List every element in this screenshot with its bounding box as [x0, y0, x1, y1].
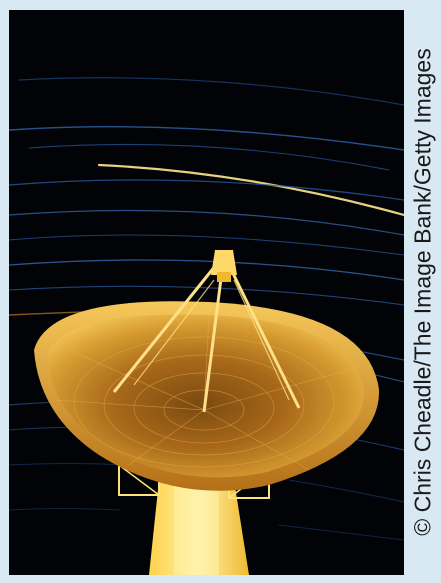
- feed-horn: [211, 250, 237, 282]
- photo-credit: © Chris Cheadle/The Image Bank/Getty Ima…: [409, 47, 435, 536]
- photo-credit-column: © Chris Cheadle/The Image Bank/Getty Ima…: [404, 0, 441, 583]
- radio-telescope-photo: [9, 10, 404, 575]
- photo-illustration: [9, 10, 404, 575]
